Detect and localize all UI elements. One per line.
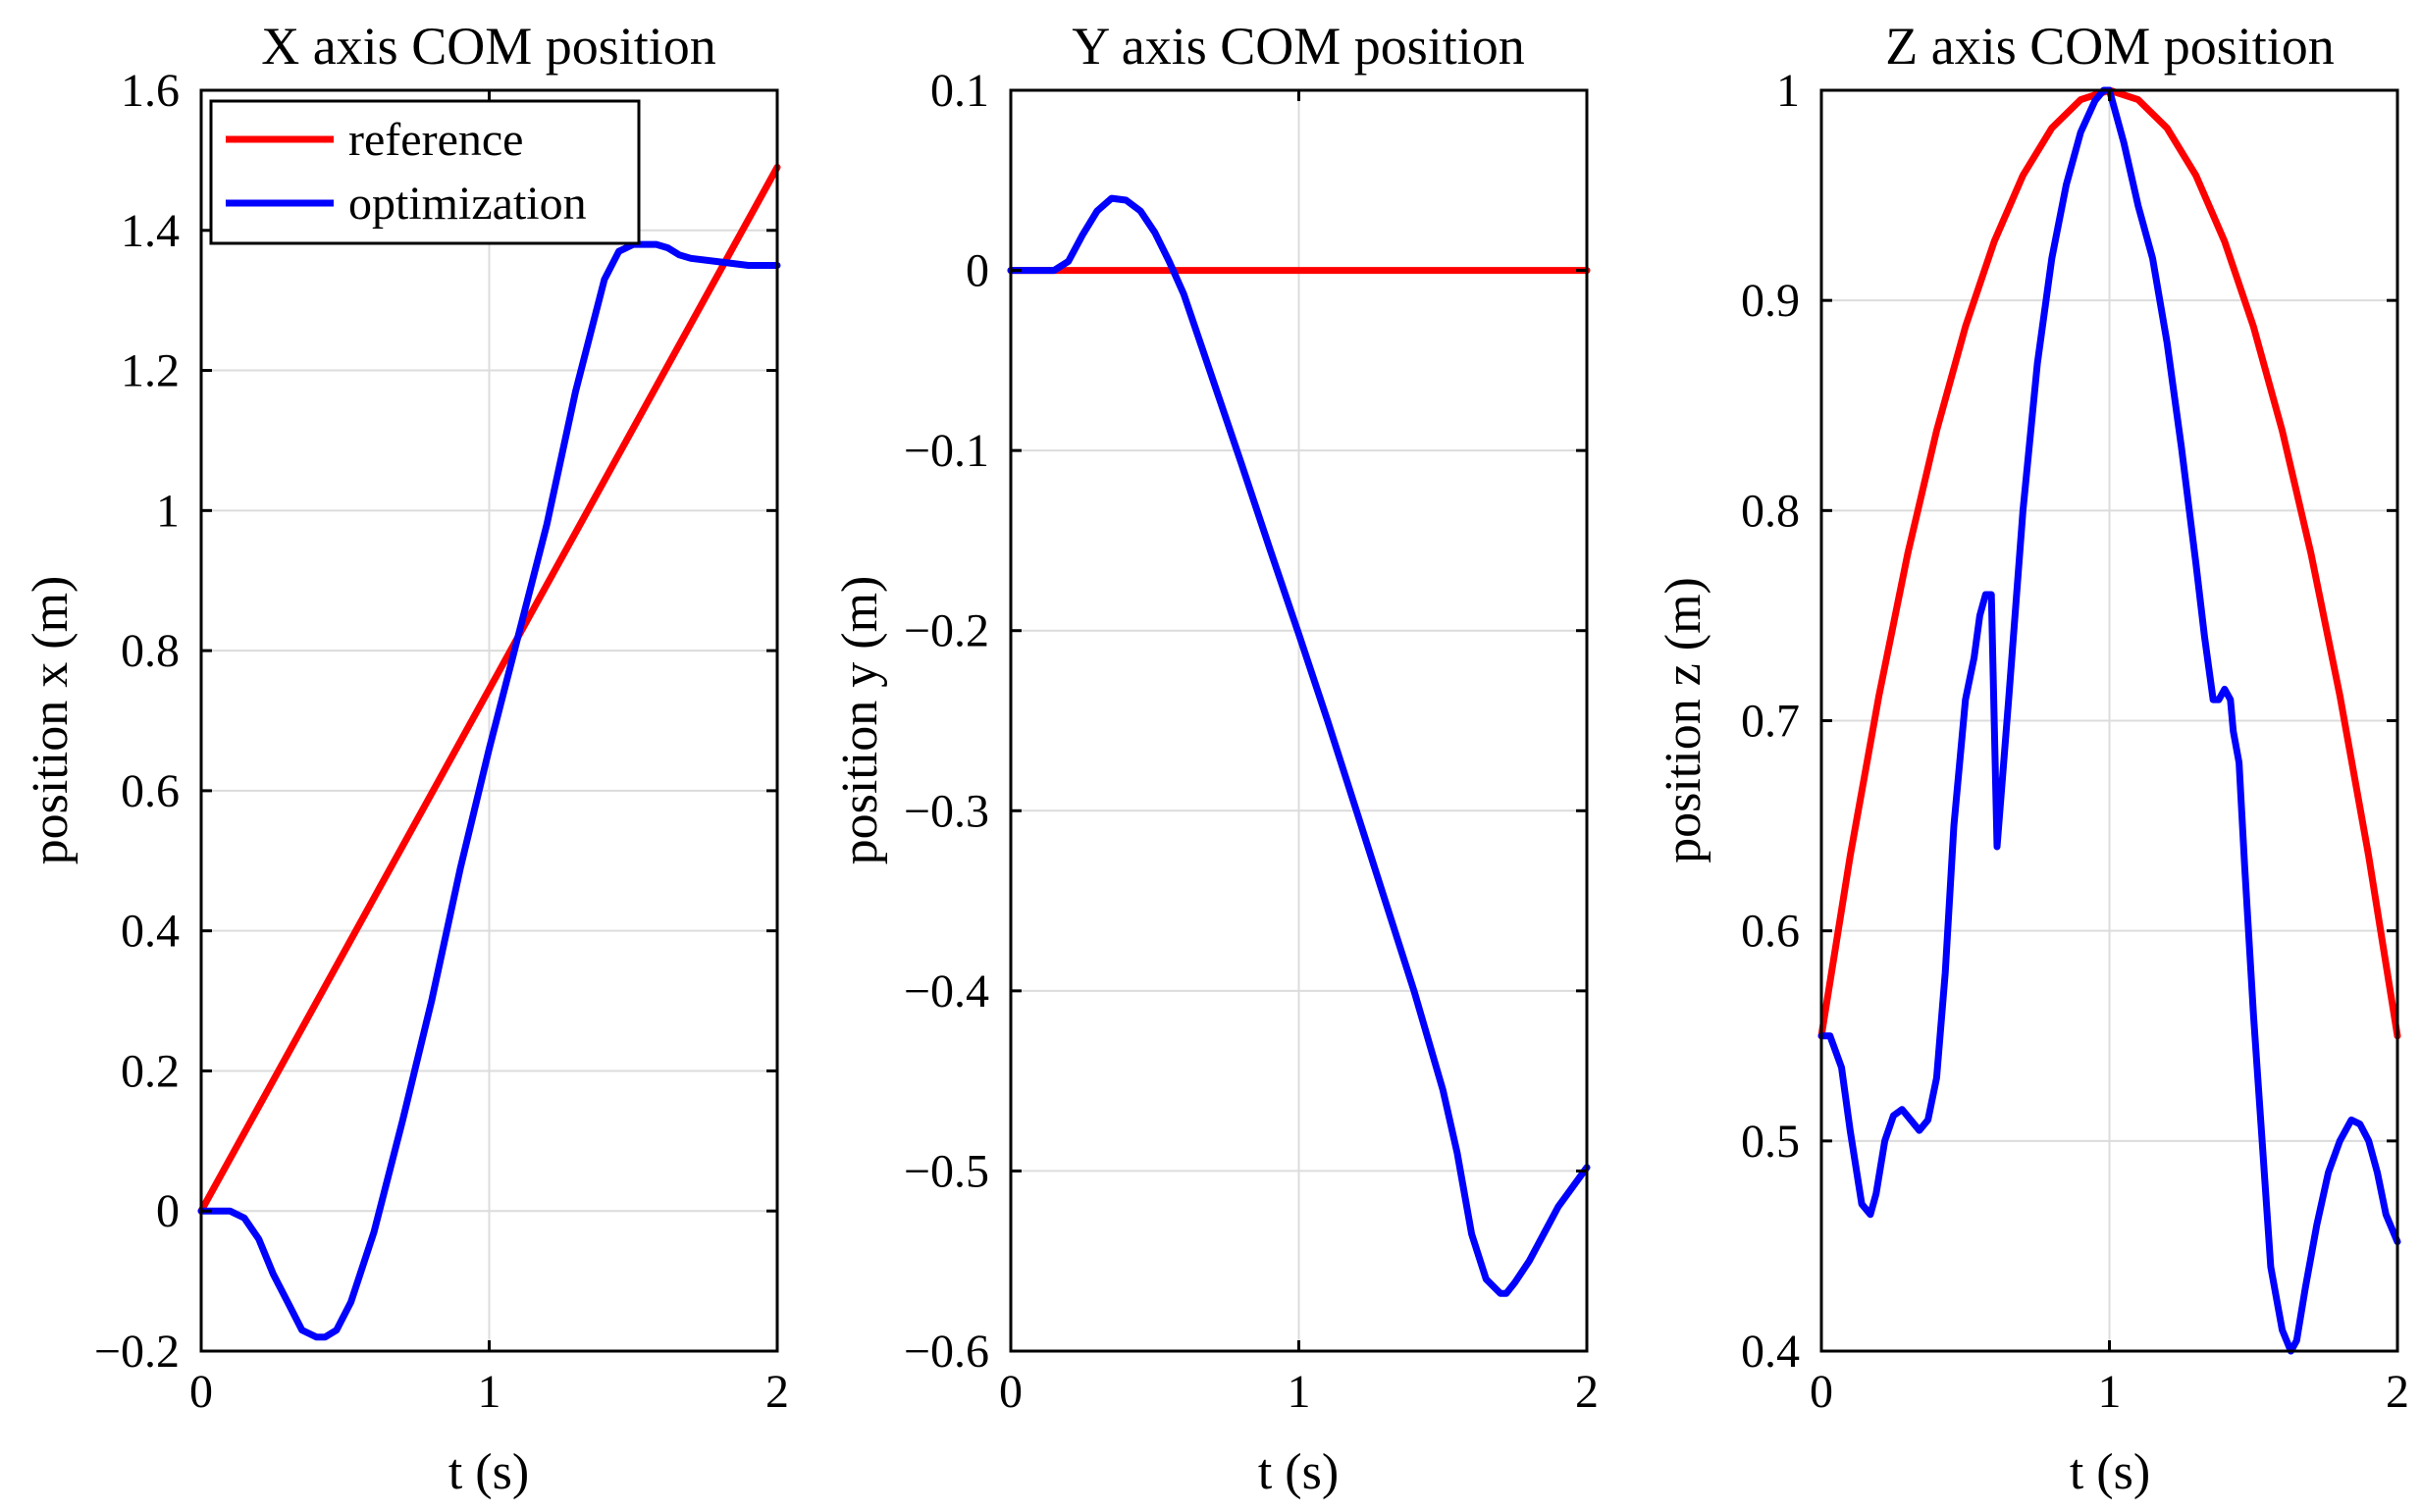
y-tick-label: 0.2	[121, 1045, 180, 1097]
y-tick-label: −0.4	[904, 965, 989, 1017]
x-tick-label: 0	[1810, 1366, 1833, 1418]
chart-title: Z axis COM position	[1885, 17, 2335, 76]
x-tick-label: 2	[2386, 1366, 2409, 1418]
plot-frame	[1009, 88, 1589, 1353]
series-line-optimization	[1007, 194, 1591, 1297]
x-tick-label: 1	[478, 1366, 501, 1418]
y-axis-label: position z (m)	[1656, 577, 1711, 863]
y-tick-label: 0.6	[121, 765, 180, 817]
series-line-optimization	[197, 240, 781, 1341]
series-line-reference	[197, 164, 781, 1215]
plot-frame	[199, 88, 779, 1353]
y-tick-label: −0.1	[904, 425, 989, 477]
legend-label-optimization: optimization	[348, 178, 587, 230]
x-tick-label: 0	[189, 1366, 213, 1418]
y-tick-label: 1.4	[121, 205, 180, 257]
y-axis-com-panel: 0 1 2 −0.6 −0.5 −0.4 −0.3 −0.2 −0.1 0 0.1 Y axis C…	[832, 17, 1599, 1500]
x-axis-label: t (s)	[448, 1444, 529, 1500]
x-tick-label: 0	[999, 1366, 1023, 1418]
ticks: 0 1 2 0.4 0.5 0.6 0.7 0.8 0.9 1	[1741, 65, 2409, 1418]
y-tick-label: −0.2	[904, 605, 989, 657]
chart-title: X axis COM position	[261, 17, 716, 76]
y-tick-label: −0.2	[94, 1326, 180, 1378]
y-tick-label: 1.2	[121, 345, 180, 397]
y-tick-label: 0.7	[1741, 696, 1800, 748]
series-lines	[197, 164, 781, 1341]
x-tick-label: 2	[1575, 1366, 1599, 1418]
y-tick-label: 0.6	[1741, 906, 1800, 958]
y-tick-label: 0.4	[1741, 1326, 1800, 1378]
y-axis-label: position y (m)	[832, 576, 888, 865]
y-tick-label: 0	[966, 245, 989, 297]
x-tick-label: 1	[2098, 1366, 2122, 1418]
legend-label-reference: reference	[348, 114, 523, 166]
legend-box	[209, 99, 641, 245]
x-axis-label: t (s)	[1258, 1444, 1339, 1500]
y-tick-label: 1	[1776, 65, 1800, 117]
y-tick-label: 1	[156, 485, 180, 537]
y-tick-label: 1.6	[121, 65, 180, 117]
chart-title: Y axis COM position	[1072, 17, 1525, 76]
x-axis-label: t (s)	[2070, 1444, 2150, 1500]
x-tick-label: 2	[765, 1366, 789, 1418]
x-tick-label: 1	[1288, 1366, 1311, 1418]
y-tick-label: 0.8	[121, 625, 180, 677]
x-axis-com-panel: 0 1 2−0.200.20.40.60.811.21.41.6 X axis CO…	[23, 17, 789, 1500]
y-tick-label: 0.8	[1741, 485, 1800, 537]
z-axis-com-panel: 0 1 2 0.4 0.5 0.6 0.7 0.8 0.9 1 Z axis COM positi…	[1656, 17, 2409, 1500]
y-tick-label: 0.4	[121, 906, 180, 958]
y-tick-label: 0.9	[1741, 275, 1800, 327]
y-tick-label: −0.5	[904, 1145, 989, 1197]
y-tick-label: 0	[156, 1185, 180, 1237]
y-tick-label: −0.6	[904, 1326, 989, 1378]
y-axis-label: position x (m)	[23, 576, 79, 865]
y-tick-label: 0.5	[1741, 1116, 1800, 1168]
y-tick-label: 0.1	[930, 65, 989, 117]
series-lines	[1007, 194, 1591, 1297]
plot-frame	[1819, 88, 2399, 1353]
y-tick-label: −0.3	[904, 785, 989, 837]
legend: reference optimization	[209, 99, 641, 245]
